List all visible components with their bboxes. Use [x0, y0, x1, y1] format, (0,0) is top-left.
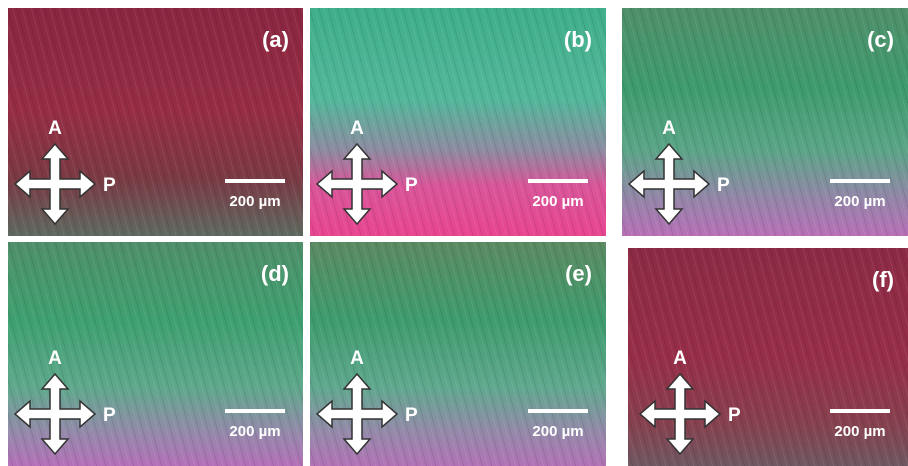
- panel-label: (a): [262, 27, 289, 52]
- scale-bar-label: 200 µm: [834, 193, 885, 210]
- polarizer-cross: [15, 374, 95, 454]
- scale-bar-label: 200 µm: [229, 423, 280, 440]
- analyzer-label: A: [48, 118, 62, 139]
- panel-label: (d): [261, 261, 289, 286]
- micrograph: A P (c) 200 µm: [622, 8, 908, 236]
- panel-label: (e): [565, 261, 592, 286]
- overlay: A P (a) 200 µm: [8, 8, 303, 236]
- analyzer-label: A: [350, 348, 364, 369]
- polarizer-label: P: [728, 405, 741, 426]
- micrograph: A P (f) 200 µm: [628, 248, 908, 466]
- micrograph: A P (b) 200 µm: [310, 8, 606, 236]
- polarizer-label: P: [405, 405, 418, 426]
- polarizer-cross: [15, 144, 95, 224]
- polarizer-cross: [317, 374, 397, 454]
- analyzer-label: A: [48, 348, 62, 369]
- polarizer-label: P: [405, 175, 418, 196]
- polarizer-cross: [629, 144, 709, 224]
- overlay: A P (d) 200 µm: [8, 242, 303, 466]
- panel-label: (b): [564, 27, 592, 52]
- scale-bar-label: 200 µm: [532, 193, 583, 210]
- polarizer-label: P: [103, 175, 116, 196]
- panel-label: (f): [872, 267, 894, 292]
- analyzer-label: A: [673, 348, 687, 369]
- micrograph: A P (a) 200 µm: [8, 8, 303, 236]
- scale-bar-label: 200 µm: [229, 193, 280, 210]
- overlay: A P (c) 200 µm: [622, 8, 908, 236]
- micrograph: A P (d) 200 µm: [8, 242, 303, 466]
- analyzer-label: A: [350, 118, 364, 139]
- scale-bar-label: 200 µm: [834, 423, 885, 440]
- polarizer-label: P: [717, 175, 730, 196]
- panel-label: (c): [867, 27, 894, 52]
- micrograph: A P (e) 200 µm: [310, 242, 606, 466]
- polarizer-label: P: [103, 405, 116, 426]
- polarizer-cross: [317, 144, 397, 224]
- analyzer-label: A: [662, 118, 676, 139]
- overlay: A P (e) 200 µm: [310, 242, 606, 466]
- polarizer-cross: [640, 374, 720, 454]
- scale-bar-label: 200 µm: [532, 423, 583, 440]
- overlay: A P (f) 200 µm: [628, 248, 908, 466]
- overlay: A P (b) 200 µm: [310, 8, 606, 236]
- figure: A P (a) 200 µm A P (b) 200 µm A P (c) 200 µm A P (d…: [0, 0, 908, 466]
